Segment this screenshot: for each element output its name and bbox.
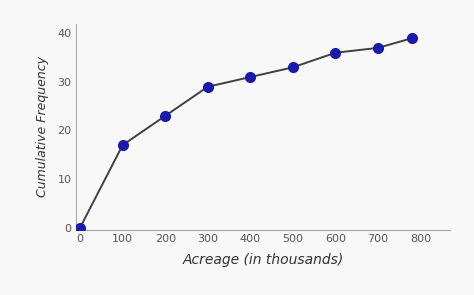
Y-axis label: Cumulative Frequency: Cumulative Frequency bbox=[36, 56, 49, 197]
X-axis label: Acreage (in thousands): Acreage (in thousands) bbox=[182, 253, 344, 267]
